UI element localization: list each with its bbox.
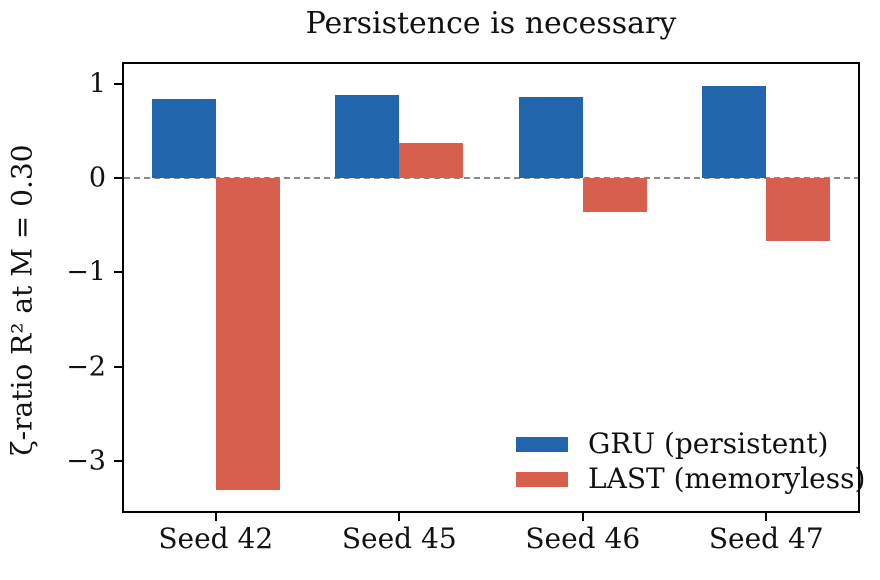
legend-label: LAST (memoryless) [588,462,866,495]
legend: GRU (persistent) LAST (memoryless) [516,430,865,493]
y-tick-mark [114,365,122,368]
y-tick-label: −1 [66,256,106,288]
x-tick-mark [214,513,217,521]
bar [215,178,280,491]
bar [702,85,767,179]
legend-row: GRU (persistent) [516,430,865,458]
bar [151,98,216,179]
y-tick-label: −3 [66,445,106,477]
plot-area: 1 0 −1 −2 −3 Seed 42 Seed 45 Seed 46 Seed 47 GR… [66,62,865,553]
legend-row: LAST (memoryless) [516,465,865,493]
x-tick-mark [581,513,584,521]
y-tick-mark [114,82,122,85]
bar [766,178,831,242]
legend-swatch [516,436,568,452]
x-tick-mark [398,513,401,521]
y-tick-mark [114,271,122,274]
x-tick-label: Seed 45 [341,522,457,555]
x-tick-mark [765,513,768,521]
bar [582,178,647,213]
bar [518,97,583,179]
chart-title: Persistence is necessary [305,6,677,41]
y-tick-label: 1 [88,68,106,100]
y-tick-mark [114,177,122,180]
y-tick-label: 0 [88,162,106,194]
y-tick-label: −2 [66,351,106,383]
legend-label: GRU (persistent) [588,427,829,460]
x-tick-label: Seed 47 [708,522,824,555]
x-tick-label: Seed 42 [158,522,274,555]
y-tick-mark [114,460,122,463]
bar [399,143,464,179]
x-tick-label: Seed 46 [525,522,641,555]
legend-swatch [516,471,568,487]
bar [335,95,400,179]
